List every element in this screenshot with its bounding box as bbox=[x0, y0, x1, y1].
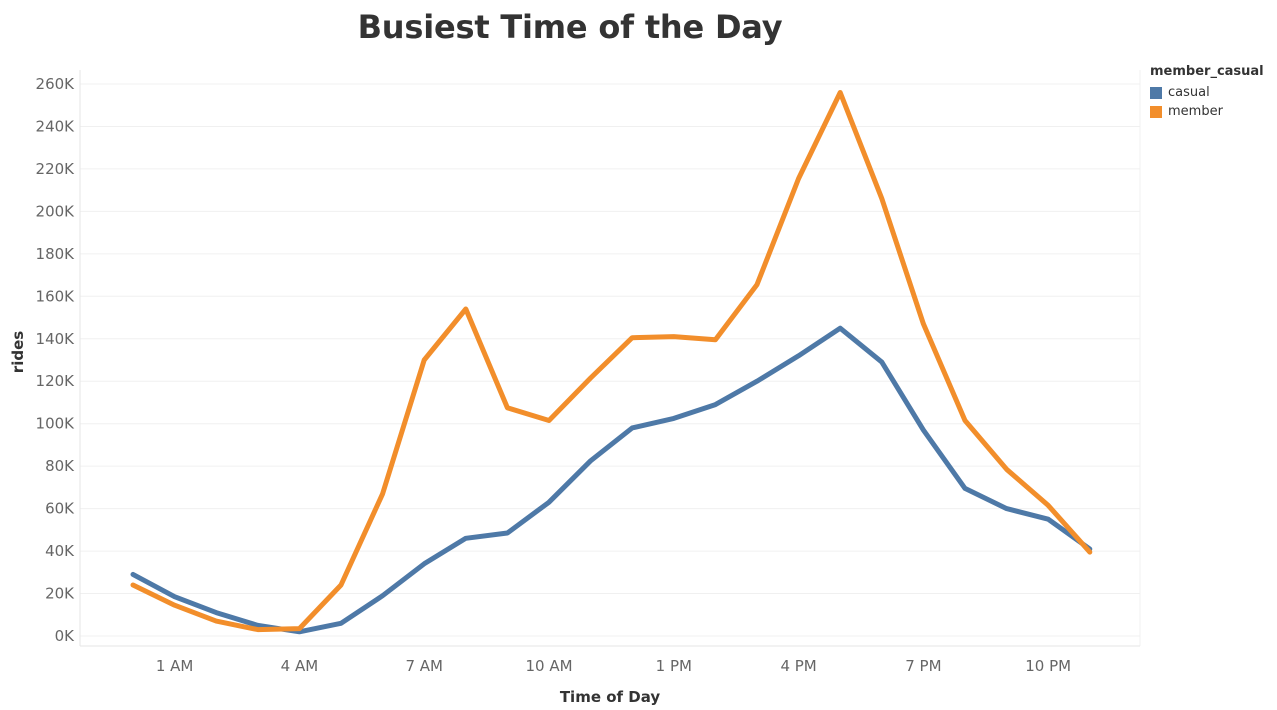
legend-label-casual: casual bbox=[1168, 85, 1210, 100]
x-tick-label: 7 PM bbox=[905, 657, 941, 675]
x-tick-label: 10 AM bbox=[525, 657, 572, 675]
x-axis-label: Time of Day bbox=[560, 688, 661, 706]
chart-title: Busiest Time of the Day bbox=[357, 8, 783, 46]
series-line-member[interactable] bbox=[130, 90, 1093, 633]
legend-swatch-casual bbox=[1150, 86, 1162, 99]
y-axis-label: rides bbox=[9, 331, 27, 373]
y-tick-label: 260K bbox=[36, 75, 76, 93]
y-tick-label: 140K bbox=[36, 330, 76, 348]
y-tick-label: 220K bbox=[36, 160, 76, 178]
y-tick-label: 20K bbox=[45, 585, 75, 603]
legend-item-casual[interactable]: casual bbox=[1150, 83, 1264, 102]
legend-label-member: member bbox=[1168, 104, 1223, 119]
axes: 0K 20K 40K 60K 80K 100K 120K 140K 160K 180K 200K 22… bbox=[36, 70, 1141, 675]
y-tick-label: 200K bbox=[36, 202, 76, 220]
x-tick-label: 4 PM bbox=[780, 657, 816, 675]
legend: member_casual casual member bbox=[1150, 64, 1264, 121]
x-tick-label: 1 PM bbox=[656, 657, 692, 675]
y-tick-label: 160K bbox=[36, 287, 76, 305]
x-tick-label: 4 AM bbox=[281, 657, 319, 675]
y-tick-label: 100K bbox=[36, 415, 76, 433]
y-tick-label: 80K bbox=[45, 457, 75, 475]
x-tick-label: 7 AM bbox=[405, 657, 443, 675]
legend-item-member[interactable]: member bbox=[1150, 102, 1264, 121]
x-tick-label: 10 PM bbox=[1025, 657, 1071, 675]
y-tick-label: 40K bbox=[45, 542, 75, 560]
y-tick-label: 180K bbox=[36, 245, 76, 263]
legend-swatch-member bbox=[1150, 105, 1162, 118]
series-lines bbox=[130, 90, 1093, 635]
gridlines bbox=[80, 83, 1140, 637]
legend-title: member_casual bbox=[1150, 64, 1264, 79]
y-tick-label: 60K bbox=[45, 500, 75, 518]
x-tick-label: 1 AM bbox=[156, 657, 194, 675]
y-tick-label: 120K bbox=[36, 372, 76, 390]
y-tick-label: 240K bbox=[36, 117, 76, 135]
y-tick-label: 0K bbox=[55, 627, 76, 645]
